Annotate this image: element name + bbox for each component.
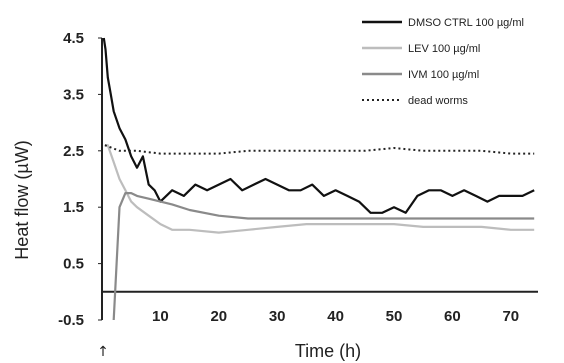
legend-label: LEV 100 µg/ml [408, 43, 480, 55]
y-tick-label: 4.5 [63, 30, 84, 47]
series-line-dmso-ctrl-100-g-ml [102, 37, 535, 214]
axes [101, 38, 538, 320]
legend: DMSO CTRL 100 µg/ml LEV 100 µg/ml IVM 100 … [362, 17, 524, 107]
x-tick-label: 70 [502, 308, 519, 325]
y-tick-label: 3.5 [63, 86, 84, 103]
series-line-lev-100-g-ml [104, 144, 535, 234]
x-tick-label: 60 [444, 308, 461, 325]
x-tick-labels: 10 20 30 40 50 60 70 [152, 308, 519, 325]
x-tick-label: 10 [152, 308, 169, 325]
y-tick-label: -0.5 [58, 312, 84, 329]
legend-label: DMSO CTRL 100 µg/ml [408, 17, 524, 29]
x-axis-label: Time (h) [295, 341, 361, 361]
y-tick-labels: -0.5 0.5 1.5 2.5 3.5 4.5 [58, 30, 102, 329]
series-line-ivm-100-g-ml [112, 192, 535, 321]
legend-label: dead worms [408, 95, 468, 107]
x-tick-label: 50 [386, 308, 403, 325]
y-tick-label: 2.5 [63, 143, 84, 160]
x-tick-label: 20 [210, 308, 227, 325]
x-tick-label: 40 [327, 308, 344, 325]
x-tick-label: 30 [269, 308, 286, 325]
y-tick-label: 1.5 [63, 199, 84, 216]
series-lines [102, 37, 535, 321]
y-axis-label: Heat flow (µW) [12, 140, 32, 259]
injection-arrow-annotation: ↑ [97, 344, 109, 360]
y-tick-label: 0.5 [63, 256, 84, 273]
series-line-dead-worms [104, 144, 535, 155]
legend-label: IVM 100 µg/ml [408, 69, 479, 81]
